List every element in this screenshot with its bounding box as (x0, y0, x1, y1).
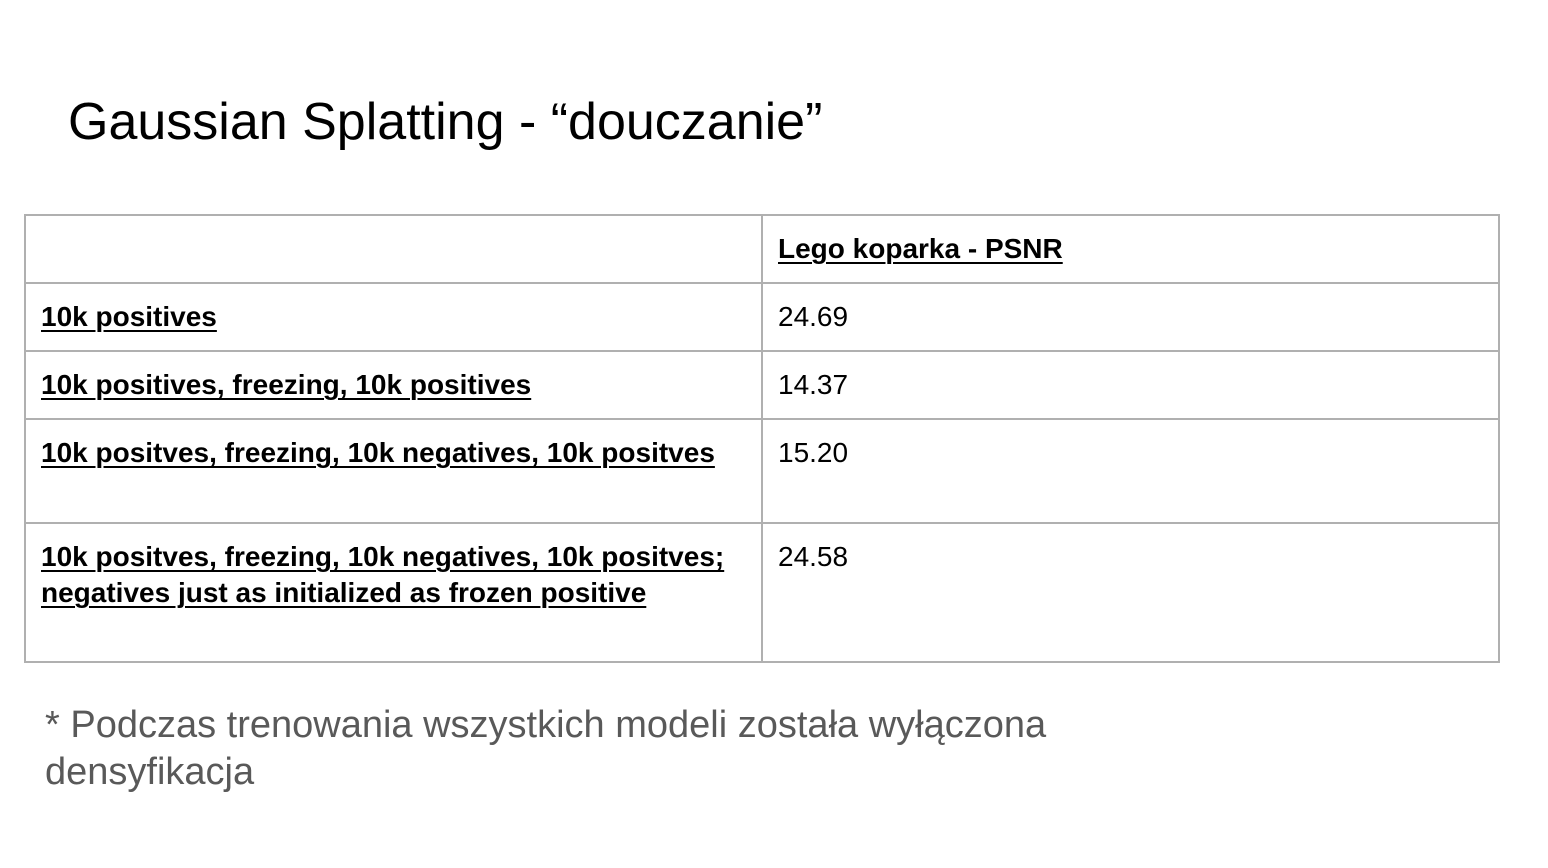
footnote: * Podczas trenowania wszystkich modeli z… (45, 704, 1047, 793)
table-row: 10k positives 24.69 (24, 282, 1500, 352)
psnr-value: 24.58 (761, 522, 1500, 663)
table-row: 10k positves, freezing, 10k negatives, 1… (24, 418, 1500, 524)
table-row: 10k positves, freezing, 10k negatives, 1… (24, 522, 1500, 663)
table-header-row: Lego koparka - PSNR (24, 214, 1500, 284)
psnr-value: 24.69 (761, 282, 1500, 352)
psnr-value: 14.37 (761, 350, 1500, 420)
slide-title: Gaussian Splatting - “douczanie” (68, 93, 823, 151)
row-label-cell: 10k positves, freezing, 10k negatives, 1… (24, 522, 763, 663)
row-label-cell: 10k positives, freezing, 10k positives (24, 350, 763, 420)
column-header-label: Lego koparka - PSNR (778, 233, 1063, 264)
table-row: 10k positives, freezing, 10k positives 1… (24, 350, 1500, 420)
row-label: 10k positves, freezing, 10k negatives, 1… (41, 541, 725, 608)
row-label: 10k positives (41, 301, 217, 332)
row-label-cell: 10k positives (24, 282, 763, 352)
results-table: Lego koparka - PSNR 10k positives 24.69 … (24, 214, 1500, 663)
row-label: 10k positives, freezing, 10k positives (41, 369, 532, 400)
psnr-value: 15.20 (761, 418, 1500, 524)
table-corner-cell (24, 214, 763, 284)
column-header-psnr: Lego koparka - PSNR (761, 214, 1500, 284)
row-label-cell: 10k positves, freezing, 10k negatives, 1… (24, 418, 763, 524)
row-label: 10k positves, freezing, 10k negatives, 1… (41, 437, 715, 468)
